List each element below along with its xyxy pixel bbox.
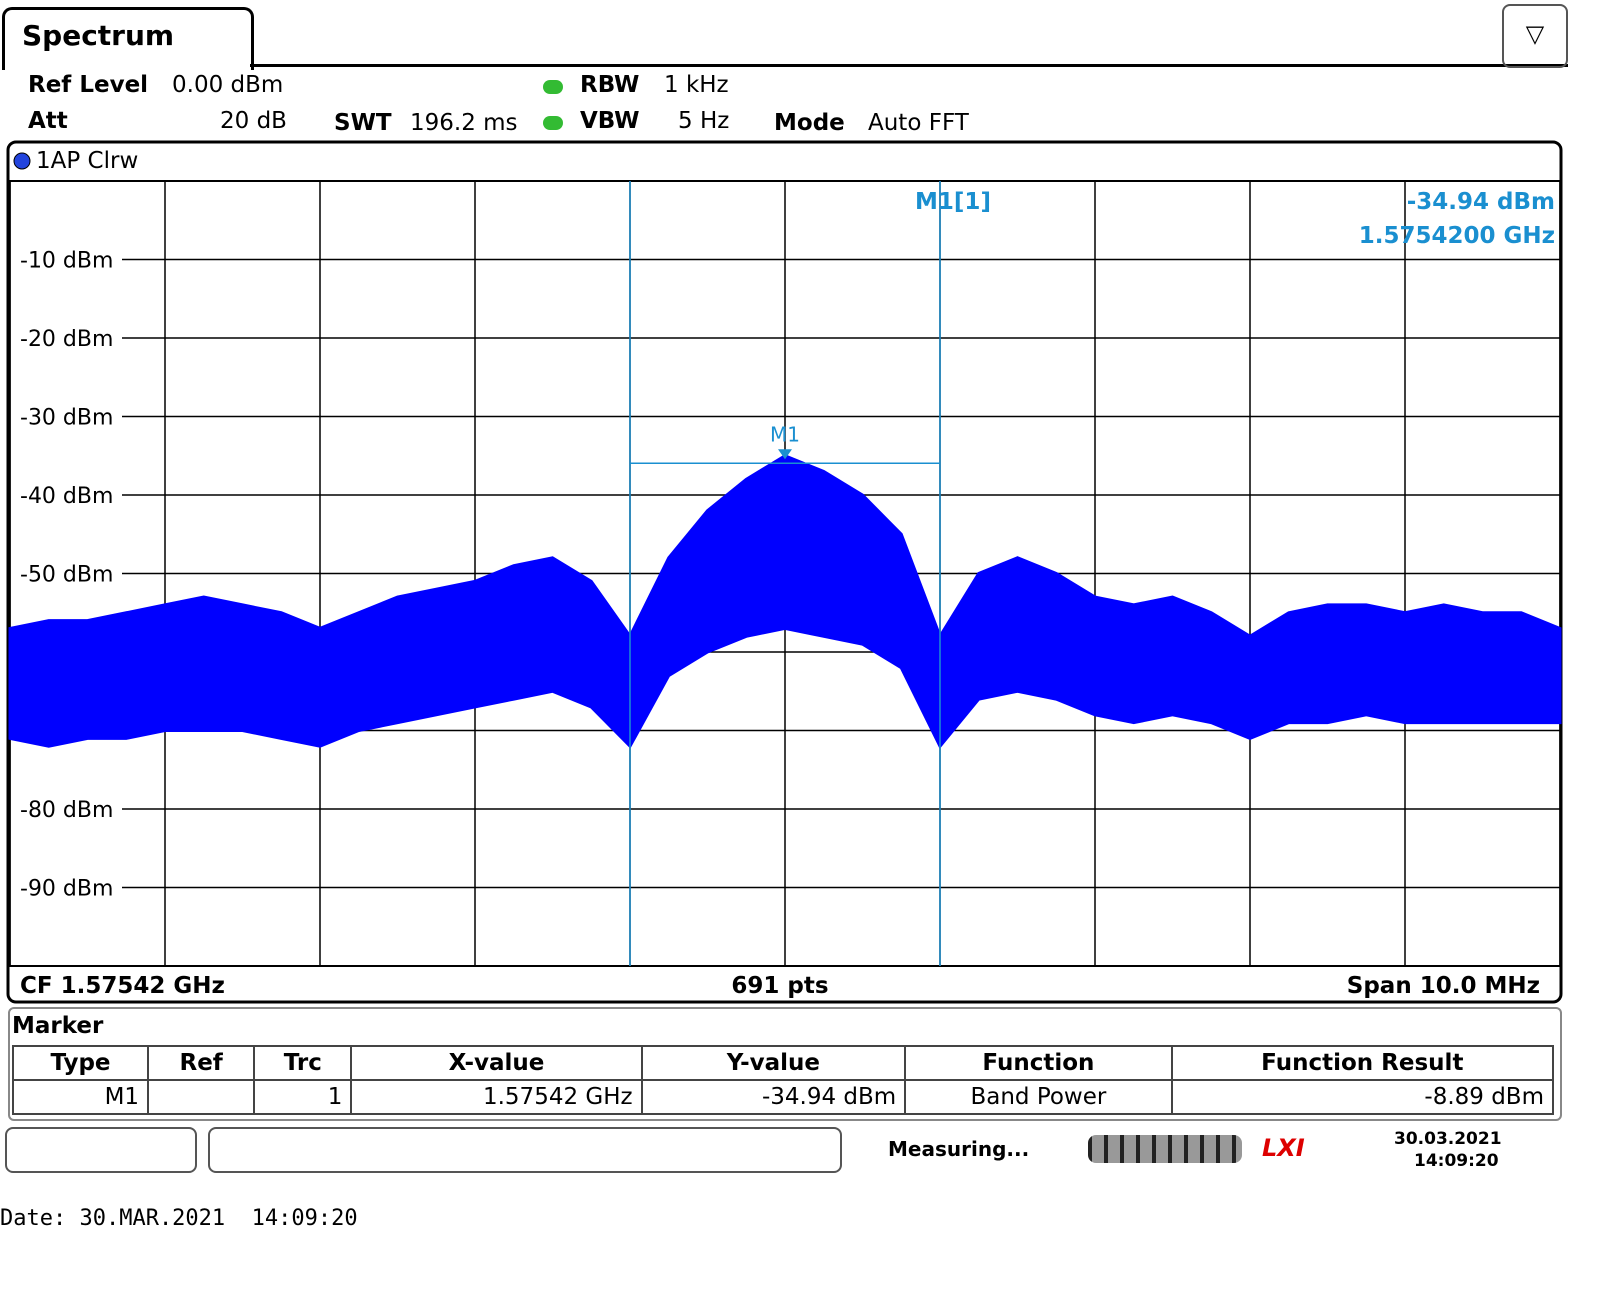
footer-date: Date: 30.MAR.2021 14:09:20: [0, 1206, 358, 1231]
label: SWT: [334, 110, 392, 136]
lxi-logo: LXI: [1262, 1134, 1305, 1162]
marker-title: Marker: [12, 1013, 104, 1039]
column-header: Trc: [253, 1045, 353, 1081]
status-led: [543, 80, 563, 94]
input-field[interactable]: [208, 1127, 842, 1173]
column-header: Function Result: [1170, 1045, 1555, 1081]
value: 20 dB: [220, 108, 287, 134]
plot-frame: [6, 140, 1563, 1004]
trace: [8, 454, 1562, 749]
center-freq: CF 1.57542 GHz: [20, 973, 225, 999]
status-text: Measuring...: [888, 1137, 1030, 1161]
menu-icon[interactable]: ▽: [1502, 4, 1568, 68]
value: 1 kHz: [664, 72, 729, 98]
softkey[interactable]: [5, 1127, 197, 1173]
y-tick-label: -50 dBm: [20, 563, 113, 588]
status-time: 14:09:20: [1414, 1151, 1499, 1171]
label: Att: [28, 108, 68, 134]
column-header: Y-value: [640, 1045, 907, 1081]
y-tick-label: -20 dBm: [20, 327, 113, 352]
label: RBW: [580, 72, 640, 98]
divider: [250, 64, 1568, 67]
value: 5 Hz: [678, 108, 730, 134]
value: 196.2 ms: [410, 110, 518, 136]
marker-table: Type Ref Trc X-value Y-value Function Function…: [11, 1045, 1555, 1115]
y-tick-label: -40 dBm: [20, 484, 113, 509]
points: 691 pts: [731, 973, 828, 999]
column-header: X-value: [350, 1045, 643, 1081]
label: Mode: [774, 110, 845, 136]
column-header: Ref: [147, 1045, 256, 1081]
y-tick-label: -90 dBm: [20, 877, 113, 902]
table-cell: 1: [253, 1079, 353, 1115]
value: Auto FFT: [868, 110, 969, 136]
label: Ref Level: [28, 72, 149, 98]
progress-bar: [1088, 1135, 1242, 1163]
status-led: [543, 116, 563, 130]
tab[interactable]: [2, 7, 254, 70]
marker-panel: [8, 1007, 1562, 1121]
column-header: Type: [11, 1045, 150, 1081]
status-date: 30.03.2021: [1394, 1129, 1502, 1149]
trace-dot: [13, 152, 31, 170]
label: VBW: [580, 108, 640, 134]
plot: 1AP Clrw CF 1.57542 GHz 691 pts Span 10.…: [6, 140, 1563, 1004]
table-cell: Band Power: [904, 1079, 1173, 1115]
y-tick-label: -10 dBm: [20, 249, 113, 274]
table-cell: -34.94 dBm: [640, 1079, 907, 1115]
marker: [778, 449, 792, 460]
value: 0.00 dBm: [172, 72, 284, 98]
marker-readout-level: -34.94 dBm: [1407, 189, 1555, 215]
table-cell: [147, 1079, 256, 1115]
trace-label: 1AP Clrw: [36, 148, 138, 174]
y-tick-label: -80 dBm: [20, 798, 113, 823]
column-header: Function: [904, 1045, 1173, 1081]
marker-readout-freq: 1.5754200 GHz: [1359, 223, 1555, 249]
span: Span 10.0 MHz: [1347, 973, 1540, 999]
marker-label: M1: [770, 422, 800, 446]
table-cell: -8.89 dBm: [1170, 1079, 1555, 1115]
table-cell: M1: [11, 1079, 150, 1115]
tab-title: Spectrum: [22, 19, 175, 52]
y-tick-label: -30 dBm: [20, 406, 113, 431]
marker-readout-name: M1[1]: [915, 189, 991, 215]
table-cell: 1.57542 GHz: [350, 1079, 643, 1115]
